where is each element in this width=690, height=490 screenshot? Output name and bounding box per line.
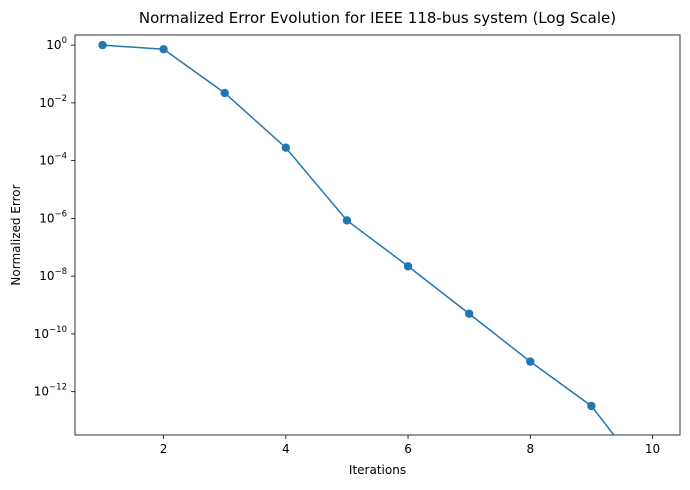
y-tick-label: 100 xyxy=(46,36,67,52)
x-tick-label: 6 xyxy=(404,442,412,456)
data-point xyxy=(587,401,596,411)
x-tick-label: 4 xyxy=(282,442,290,456)
data-point xyxy=(281,143,291,152)
y-tick-label: 10−8 xyxy=(39,267,67,283)
data-point xyxy=(526,357,535,366)
data-point xyxy=(342,216,352,225)
y-tick-label: 10−10 xyxy=(34,325,67,341)
x-axis-label: Iterations xyxy=(349,463,406,477)
x-tick-label: 10 xyxy=(645,442,660,456)
y-tick-label: 10−4 xyxy=(39,152,67,168)
plot-area xyxy=(74,34,681,436)
y-tick-label: 10−6 xyxy=(39,209,67,225)
data-point xyxy=(464,309,474,318)
chart-title: Normalized Error Evolution for IEEE 118-… xyxy=(139,9,616,27)
x-axis: 2 4 6 8 10 xyxy=(160,435,660,456)
x-tick-label: 8 xyxy=(526,442,534,456)
data-point xyxy=(403,262,413,271)
x-tick-label: 2 xyxy=(160,442,168,456)
data-point xyxy=(220,88,229,98)
y-axis: 100 10−2 10−4 10−6 10−8 10−10 10−12 xyxy=(34,36,75,399)
data-point xyxy=(98,40,107,50)
y-tick-label: 10−2 xyxy=(39,94,67,110)
series-layer xyxy=(98,40,615,435)
y-tick-label: 10−12 xyxy=(34,383,67,399)
series-line xyxy=(102,44,615,435)
series xyxy=(98,40,615,435)
data-point xyxy=(159,45,168,54)
y-axis-label: Normalized Error xyxy=(9,184,23,285)
